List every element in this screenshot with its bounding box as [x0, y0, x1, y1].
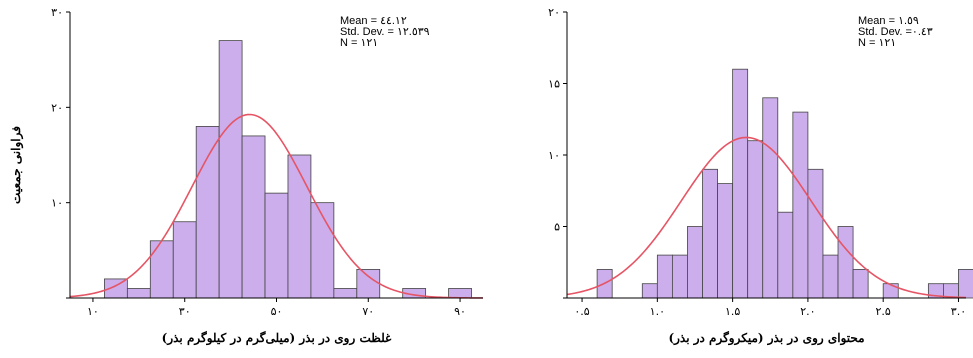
- normal-curve: [69, 113, 484, 299]
- shared-y-axis-label: فراوانی جمعیت: [9, 126, 24, 204]
- histogram-bar: [792, 111, 809, 299]
- histogram-bar: [264, 192, 289, 299]
- stats-line: Std. Dev. =٠.٤٣: [858, 26, 933, 38]
- histogram-bar: [702, 168, 718, 299]
- x-tick-label: ۹۰: [454, 305, 466, 318]
- histogram-bar: [172, 221, 197, 299]
- y-tick-label: ۲۰: [51, 101, 63, 114]
- histogram-bar: [717, 183, 734, 299]
- stats-line: N = ١٢١: [858, 37, 896, 49]
- normal-curve: [566, 136, 967, 299]
- x-tick-label: ۱.۵: [725, 305, 740, 318]
- x-axis-label: غلظت روی در بذر (میلی‌گرم در کیلوگرم بذر…: [162, 330, 392, 346]
- y-tick-label: ۲۰: [548, 6, 560, 19]
- histogram-bar: [241, 135, 266, 299]
- histogram-bar: [126, 288, 151, 299]
- histogram-bar: [807, 168, 824, 299]
- histogram-bar: [822, 254, 839, 299]
- stats-line: Mean = ١.٥٩: [858, 15, 919, 27]
- x-tick-label: ۵۰: [271, 305, 283, 318]
- x-tick-label: ۱۰: [87, 305, 99, 318]
- histogram-bar: [777, 211, 794, 299]
- histogram-bar: [852, 268, 869, 299]
- histogram-bar: [287, 154, 312, 299]
- histogram-bar: [732, 68, 749, 299]
- histogram-bar: [356, 268, 381, 299]
- y-tick-label: ۵: [554, 221, 560, 234]
- x-tick-label: ۲.۵: [876, 305, 891, 318]
- histogram-bar: [671, 254, 688, 299]
- histogram-bar: [958, 268, 973, 299]
- histogram-bar: [656, 254, 673, 299]
- histogram-bar: [448, 288, 472, 299]
- histogram-bar: [747, 140, 764, 299]
- histogram-seed-zinc-content: ۵ ۱۰ ۱۵ ۲۰ ۰.۵ ۱.۰ ۱.۵ ۲.۰ ۲.۵ ۳.۰ Mean = ١.٥٩Std.…: [548, 6, 973, 346]
- x-axis-label: محتوای روی در بذر (میکروگرم در بذر): [668, 330, 864, 346]
- x-tick-label: ۷۰: [362, 305, 374, 318]
- histogram-bar: [195, 126, 220, 299]
- histogram-bar: [837, 226, 854, 299]
- y-tick-label: ۱۰: [548, 149, 560, 162]
- y-tick-label: ۱۰: [51, 197, 63, 210]
- histogram-bar: [882, 283, 899, 299]
- stats-line: N = ١٢١: [340, 37, 378, 49]
- histogram-bar: [762, 97, 779, 299]
- histogram-bar: [149, 240, 174, 299]
- x-tick-label: ۱.۰: [650, 305, 665, 318]
- y-tick-label: ۱۵: [548, 78, 560, 91]
- x-tick-label: ۲.۰: [800, 305, 815, 318]
- stats-line: Std. Dev. = ١٢.٥٣٩: [340, 26, 430, 38]
- histogram-bar: [333, 288, 358, 299]
- histogram-bar: [687, 226, 703, 299]
- x-tick-label: ۳.۰: [951, 305, 966, 318]
- x-tick-label: ۰.۵: [574, 305, 589, 318]
- histogram-bar: [218, 40, 243, 299]
- stats-line: Mean = ٤٤.١٢: [340, 15, 407, 27]
- x-tick-label: ۳۰: [179, 305, 191, 318]
- y-tick-label: ۳۰: [51, 6, 63, 19]
- histogram-bar: [641, 283, 658, 299]
